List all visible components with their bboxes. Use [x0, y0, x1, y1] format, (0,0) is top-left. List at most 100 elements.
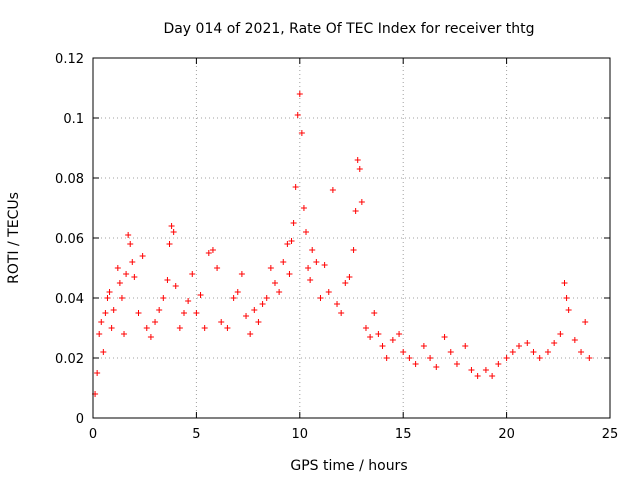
- data-point: [102, 310, 109, 316]
- y-tick-label: 0.08: [55, 172, 84, 187]
- data-point: [271, 280, 278, 286]
- data-point: [571, 337, 578, 343]
- data-point: [259, 301, 266, 307]
- data-point: [176, 325, 183, 331]
- data-point: [129, 259, 136, 265]
- data-point: [462, 343, 469, 349]
- data-point: [307, 277, 314, 283]
- data-point: [96, 331, 103, 337]
- data-point: [267, 265, 274, 271]
- data-point: [116, 280, 123, 286]
- data-point: [108, 325, 115, 331]
- y-tick-label: 0.1: [63, 112, 84, 127]
- data-point: [420, 343, 427, 349]
- data-point: [118, 295, 125, 301]
- data-point: [453, 361, 460, 367]
- data-point: [338, 310, 345, 316]
- data-point: [389, 337, 396, 343]
- data-point: [447, 349, 454, 355]
- axes: 0 5 10 15 20 25 0 0.02 0.04 0.06 0.08 0.1 0.12: [55, 52, 618, 442]
- data-point: [362, 325, 369, 331]
- data-point: [110, 307, 117, 313]
- data-point: [100, 349, 107, 355]
- x-tick-label: 0: [89, 427, 97, 442]
- y-tick-label: 0: [76, 412, 84, 427]
- data-point: [294, 112, 301, 118]
- x-tick-label: 10: [292, 427, 309, 442]
- data-point: [172, 283, 179, 289]
- data-point: [371, 310, 378, 316]
- data-point: [544, 349, 551, 355]
- data-point: [298, 130, 305, 136]
- data-points: [92, 91, 593, 397]
- data-point: [106, 289, 113, 295]
- data-point: [433, 364, 440, 370]
- data-point: [284, 241, 291, 247]
- y-tick-label: 0.04: [55, 292, 84, 307]
- data-point: [205, 250, 212, 256]
- data-point: [309, 247, 316, 253]
- data-point: [139, 253, 146, 259]
- data-point: [334, 301, 341, 307]
- data-point: [317, 295, 324, 301]
- data-point: [346, 274, 353, 280]
- data-point: [234, 289, 241, 295]
- data-point: [495, 361, 502, 367]
- data-point: [292, 184, 299, 190]
- data-point: [536, 355, 543, 361]
- y-axis-label: ROTI / TECUs: [6, 192, 22, 284]
- data-point: [193, 310, 200, 316]
- data-point: [218, 319, 225, 325]
- data-point: [325, 289, 332, 295]
- data-point: [551, 340, 558, 346]
- data-point: [201, 325, 208, 331]
- data-point: [367, 334, 374, 340]
- data-point: [474, 373, 481, 379]
- data-point: [300, 205, 307, 211]
- data-point: [114, 265, 121, 271]
- data-point: [379, 343, 386, 349]
- x-tick-label: 20: [498, 427, 515, 442]
- data-point: [180, 310, 187, 316]
- data-point: [524, 340, 531, 346]
- data-point: [358, 199, 365, 205]
- data-point: [354, 157, 361, 163]
- data-point: [224, 325, 231, 331]
- data-point: [412, 361, 419, 367]
- data-point: [135, 310, 142, 316]
- chart-title: Day 014 of 2021, Rate Of TEC Index for r…: [163, 21, 534, 37]
- data-point: [127, 241, 134, 247]
- data-point: [185, 298, 192, 304]
- data-point: [255, 319, 262, 325]
- y-tick-label: 0.06: [55, 232, 84, 247]
- data-point: [123, 271, 130, 277]
- data-point: [557, 331, 564, 337]
- data-point: [214, 265, 221, 271]
- y-tick-label: 0.02: [55, 352, 84, 367]
- data-point: [121, 331, 128, 337]
- plot-frame: [92, 57, 611, 419]
- data-point: [280, 259, 287, 265]
- data-point: [303, 229, 310, 235]
- data-point: [247, 331, 254, 337]
- data-point: [152, 319, 159, 325]
- data-point: [396, 331, 403, 337]
- data-point: [313, 259, 320, 265]
- data-point: [243, 313, 250, 319]
- y-tick-label: 0.12: [55, 52, 84, 67]
- data-point: [290, 220, 297, 226]
- data-point: [170, 229, 177, 235]
- data-point: [251, 307, 258, 313]
- data-point: [352, 208, 359, 214]
- data-point: [288, 238, 295, 244]
- data-point: [164, 277, 171, 283]
- data-point: [383, 355, 390, 361]
- data-point: [561, 280, 568, 286]
- data-point: [305, 265, 312, 271]
- data-point: [160, 295, 167, 301]
- data-point: [168, 223, 175, 229]
- data-point: [356, 166, 363, 172]
- data-point: [286, 271, 293, 277]
- data-point: [125, 232, 132, 238]
